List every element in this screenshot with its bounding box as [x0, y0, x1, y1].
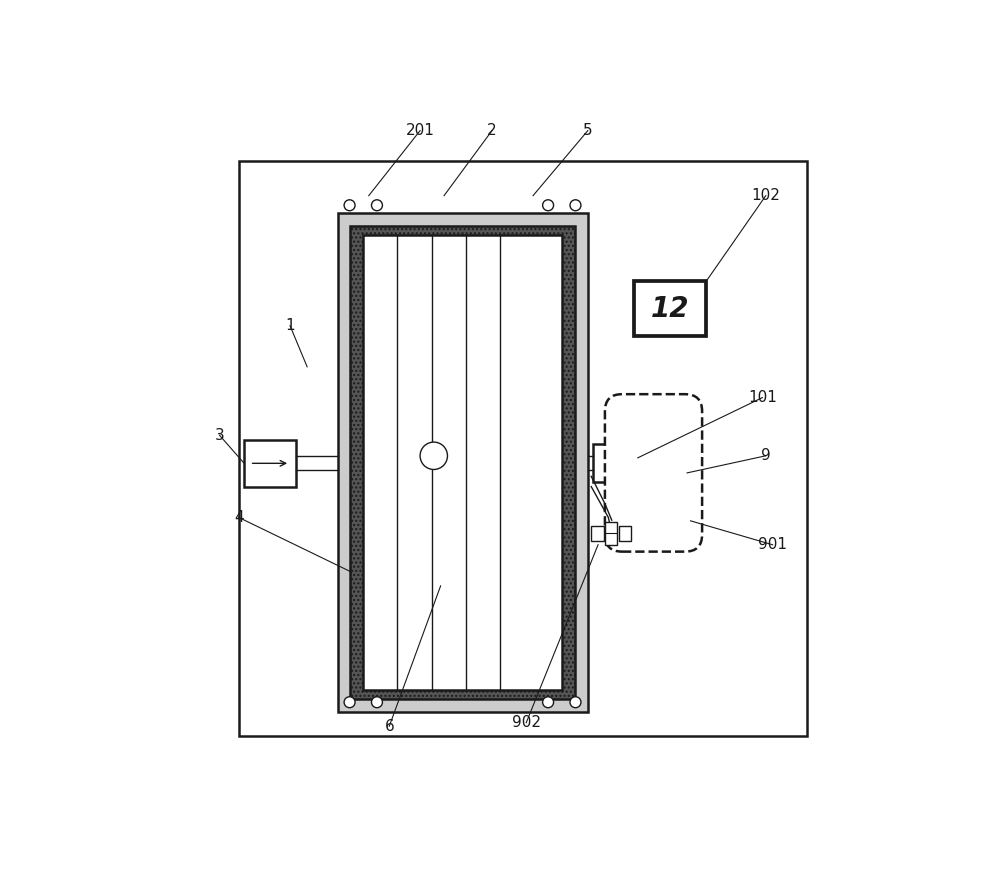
- Bar: [605, 522, 617, 545]
- Text: 901: 901: [758, 537, 787, 552]
- Text: 5: 5: [583, 124, 593, 138]
- Text: 3: 3: [215, 428, 224, 443]
- Text: 6: 6: [384, 718, 394, 733]
- Text: 201: 201: [406, 124, 435, 138]
- Text: 2: 2: [487, 124, 497, 138]
- Circle shape: [543, 697, 554, 708]
- Circle shape: [371, 697, 382, 708]
- Circle shape: [344, 200, 355, 211]
- Text: 12: 12: [651, 294, 690, 323]
- Bar: [244, 440, 296, 486]
- Text: 902: 902: [512, 716, 541, 730]
- Bar: [619, 525, 631, 541]
- Bar: [239, 162, 807, 736]
- FancyBboxPatch shape: [605, 394, 702, 551]
- Circle shape: [570, 200, 581, 211]
- Text: 102: 102: [751, 188, 780, 204]
- Circle shape: [570, 697, 581, 708]
- Text: 101: 101: [748, 390, 777, 405]
- Text: 4: 4: [234, 510, 244, 525]
- Bar: [363, 236, 562, 690]
- Circle shape: [344, 697, 355, 708]
- Circle shape: [371, 200, 382, 211]
- Bar: [591, 525, 604, 541]
- Circle shape: [543, 200, 554, 211]
- Circle shape: [420, 442, 447, 469]
- Bar: [634, 281, 706, 336]
- Bar: [350, 227, 575, 699]
- Text: 1: 1: [285, 318, 295, 333]
- Text: 9: 9: [761, 448, 771, 463]
- Bar: [593, 444, 638, 482]
- Bar: [338, 212, 588, 712]
